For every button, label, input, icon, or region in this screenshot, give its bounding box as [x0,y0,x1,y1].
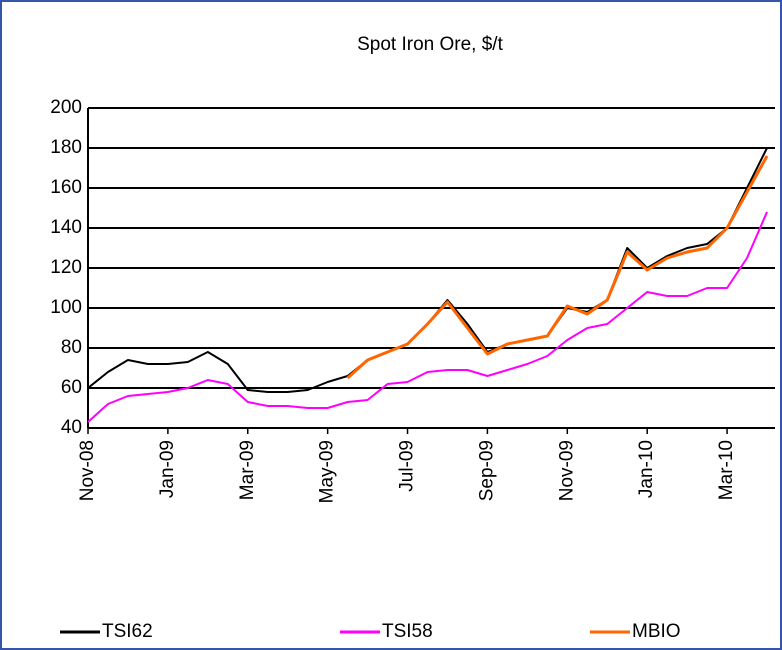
x-tick-label: May-09 [317,440,338,503]
y-tick-label: 160 [50,177,82,198]
x-tick-label: Nov-09 [556,440,577,501]
series-line [346,155,769,380]
y-tick-label: 60 [61,377,82,398]
y-tick-label: 140 [50,217,82,238]
y-tick-label: 40 [61,417,82,438]
x-tick-label: Jan-09 [157,440,178,498]
x-tick-label: Nov-08 [77,440,98,501]
y-tick-label: 80 [61,337,82,358]
legend-label: MBIO [632,621,681,642]
x-tick-label: Sep-09 [476,440,497,501]
x-tick-label: Mar-10 [716,440,737,500]
y-tick-label: 180 [50,137,82,158]
y-tick-label: 200 [50,97,82,118]
y-tick-label: 120 [50,257,82,278]
legend-label: TSI58 [382,621,433,642]
legend-label: TSI62 [102,621,153,642]
x-tick-label: Mar-09 [237,440,258,500]
series-line [87,211,768,423]
y-tick-label: 100 [50,297,82,318]
chart-title: Spot Iron Ore, $/t [357,34,503,55]
x-tick-label: Jul-09 [397,440,418,492]
x-tick-label: Jan-10 [636,440,657,498]
